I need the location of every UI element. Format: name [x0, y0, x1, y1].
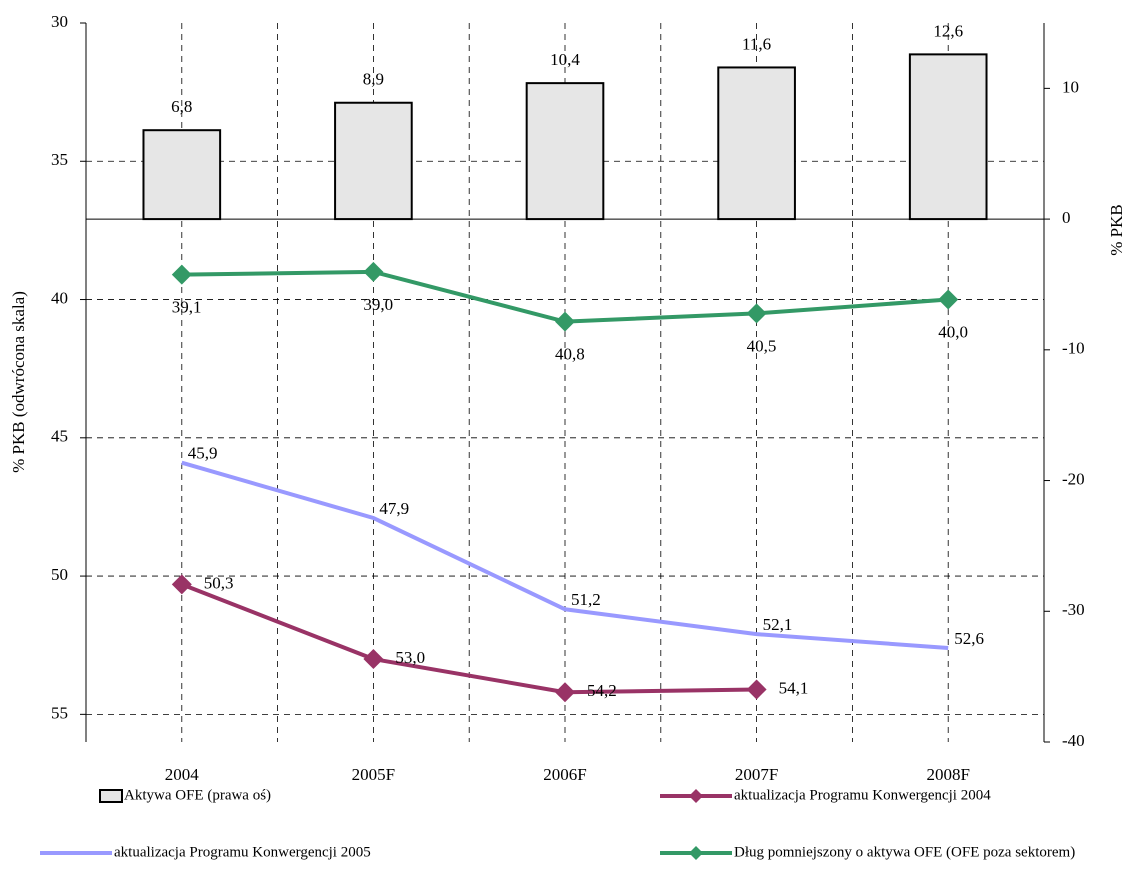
data-label: 10,4: [550, 50, 580, 69]
y2-tick-label: 10: [1062, 77, 1079, 96]
bar: [334, 101, 413, 221]
bar: [525, 82, 605, 221]
data-label: 6,8: [171, 97, 192, 116]
y-axis-label: % PKB (odwrócona skala): [9, 291, 28, 473]
marker: [171, 574, 192, 595]
data-label: 39,0: [363, 295, 393, 314]
marker: [938, 289, 959, 310]
y2-tick-label: -40: [1062, 731, 1085, 750]
marker: [746, 679, 767, 700]
line: [181, 460, 949, 650]
x-tick-label: 2007F: [735, 765, 778, 784]
legend-marker: [689, 789, 703, 803]
data-label: 45,9: [188, 444, 218, 463]
legend-swatch: [99, 789, 123, 803]
y-tick-label: 40: [51, 288, 68, 307]
marker: [363, 649, 384, 670]
data-label: 50,3: [204, 573, 234, 592]
marker: [555, 682, 575, 703]
data-label: 54,2: [587, 681, 617, 700]
data-label: 52,1: [763, 615, 793, 634]
y-tick-label: 55: [51, 703, 68, 722]
data-label: 52,6: [954, 629, 984, 648]
y2-axis-label: % PKB: [1107, 204, 1126, 255]
bar: [717, 66, 796, 221]
marker: [746, 303, 767, 324]
data-label: 12,6: [933, 21, 963, 40]
bar: [908, 53, 988, 221]
legend-label: Dług pomniejszony o aktywa OFE (OFE poza…: [734, 844, 1075, 860]
data-label: 11,6: [742, 34, 771, 53]
x-tick-label: 2005F: [352, 765, 395, 784]
marker: [171, 264, 192, 285]
legend-marker: [689, 846, 703, 860]
data-label: 40,5: [747, 336, 777, 355]
x-tick-label: 2006F: [543, 765, 586, 784]
line: [181, 582, 757, 695]
legend-label: aktualizacja Programu Konwergencji 2004: [734, 787, 991, 803]
x-tick-label: 2008F: [926, 765, 969, 784]
legend-label: aktualizacja Programu Konwergencji 2005: [114, 844, 371, 860]
data-label: 47,9: [379, 499, 409, 518]
data-label: 53,0: [395, 648, 425, 667]
data-label: 40,8: [555, 345, 585, 364]
data-label: 40,0: [938, 322, 968, 341]
y-tick-label: 30: [51, 12, 68, 31]
y2-tick-label: -20: [1062, 469, 1085, 488]
y-tick-label: 45: [51, 427, 68, 446]
y2-tick-label: -10: [1062, 339, 1085, 358]
data-label: 54,1: [779, 678, 809, 697]
y-tick-label: 35: [51, 150, 68, 169]
y2-tick-label: -30: [1062, 600, 1085, 619]
legend-label: Aktywa OFE (prawa oś): [124, 787, 271, 803]
y2-tick-label: 0: [1062, 208, 1071, 227]
data-label: 51,2: [571, 590, 601, 609]
marker: [555, 311, 575, 332]
bar: [142, 129, 222, 221]
x-tick-label: 2004: [165, 765, 200, 784]
marker: [363, 261, 384, 282]
data-label: 8,9: [363, 70, 384, 89]
data-label: 39,1: [172, 298, 202, 317]
y-tick-label: 50: [51, 565, 68, 584]
